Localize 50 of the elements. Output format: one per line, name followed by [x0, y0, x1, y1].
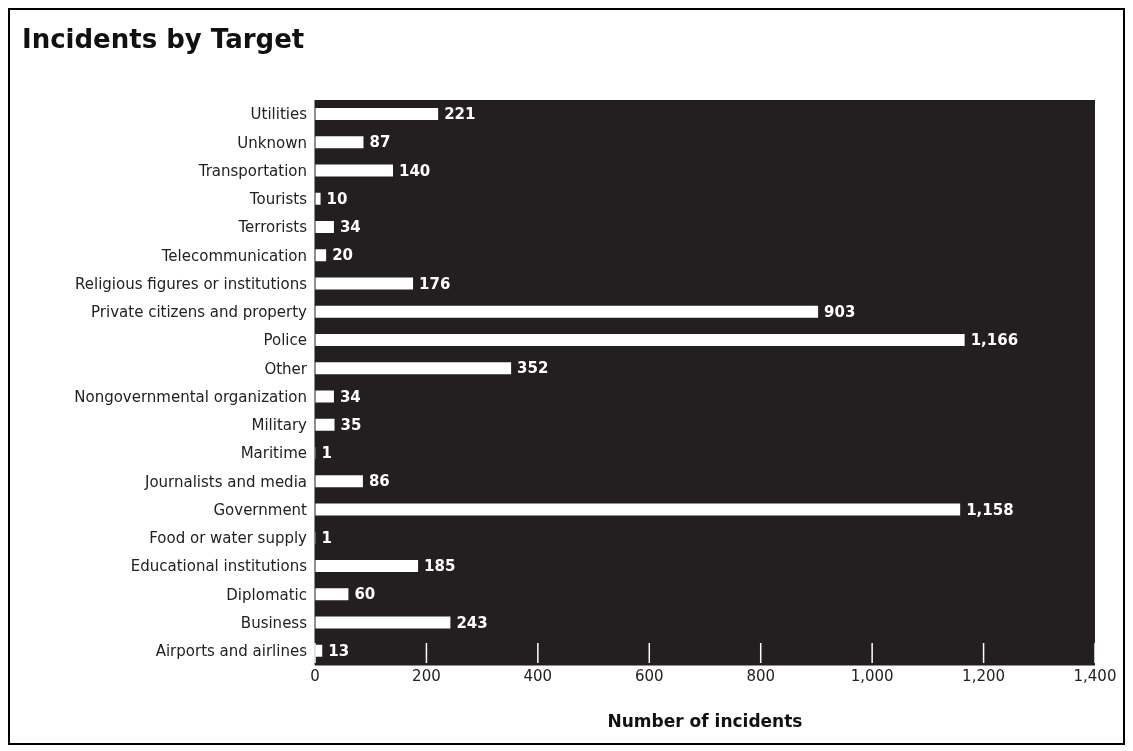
data-label: 176 — [419, 274, 451, 293]
x-tick-label: 1,400 — [1073, 667, 1117, 685]
data-label: 20 — [332, 246, 354, 265]
y-tick-label: Food or water supply — [149, 529, 308, 548]
data-label: 87 — [369, 133, 391, 152]
y-tick-label: Utilities — [250, 105, 308, 124]
y-tick-label: Other — [264, 359, 308, 378]
data-label: 903 — [824, 302, 856, 321]
x-axis-title: Number of incidents — [607, 711, 803, 731]
data-label: 185 — [424, 557, 456, 575]
data-label: 86 — [368, 472, 390, 491]
y-tick-label: Journalists and media — [143, 472, 307, 491]
y-tick-label: Transportation — [197, 161, 307, 180]
data-label: 10 — [326, 189, 348, 208]
data-label: 1 — [321, 528, 332, 547]
data-label: 221 — [444, 105, 476, 123]
y-tick-label: Maritime — [240, 444, 307, 463]
y-tick-label: Airports and airlines — [155, 642, 308, 661]
data-label: 35 — [340, 415, 362, 434]
x-tick-label: 1,000 — [850, 667, 894, 685]
data-label: 352 — [517, 359, 549, 378]
data-label: 34 — [339, 218, 361, 236]
x-tick-label: 600 — [634, 667, 664, 685]
x-tick-label: 400 — [523, 667, 553, 685]
x-tick-label: 1,200 — [962, 667, 1006, 685]
y-tick-label: Nongovernmental organization — [74, 387, 307, 406]
y-tick-label: Private citizens and property — [91, 303, 308, 322]
y-tick-label: Military — [251, 416, 308, 435]
y-tick-label: Government — [213, 500, 308, 519]
x-tick-label: 0 — [310, 667, 320, 685]
data-label: 34 — [339, 387, 361, 406]
data-label: 243 — [456, 613, 488, 632]
chart-title: Incidents by Target — [22, 24, 305, 54]
data-label: 1,158 — [966, 500, 1014, 519]
data-label: 13 — [328, 641, 350, 660]
y-tick-label: Terrorists — [237, 218, 308, 237]
y-tick-label: Diplomatic — [226, 585, 307, 604]
y-tick-label: Unknown — [237, 133, 307, 152]
data-label: 60 — [354, 585, 376, 604]
y-tick-label: Educational institutions — [130, 557, 308, 576]
y-tick-label: Police — [263, 331, 307, 350]
y-tick-label: Religious figures or institutions — [75, 274, 308, 293]
y-tick-label: Business — [240, 613, 308, 632]
y-tick-label: Tourists — [248, 190, 308, 209]
data-label: 1 — [321, 444, 332, 462]
x-tick-label: 200 — [412, 667, 441, 685]
data-label: 1,166 — [970, 331, 1019, 349]
y-tick-label: Telecommunication — [160, 246, 307, 265]
data-label: 140 — [399, 161, 431, 180]
x-tick-label: 800 — [746, 667, 776, 685]
